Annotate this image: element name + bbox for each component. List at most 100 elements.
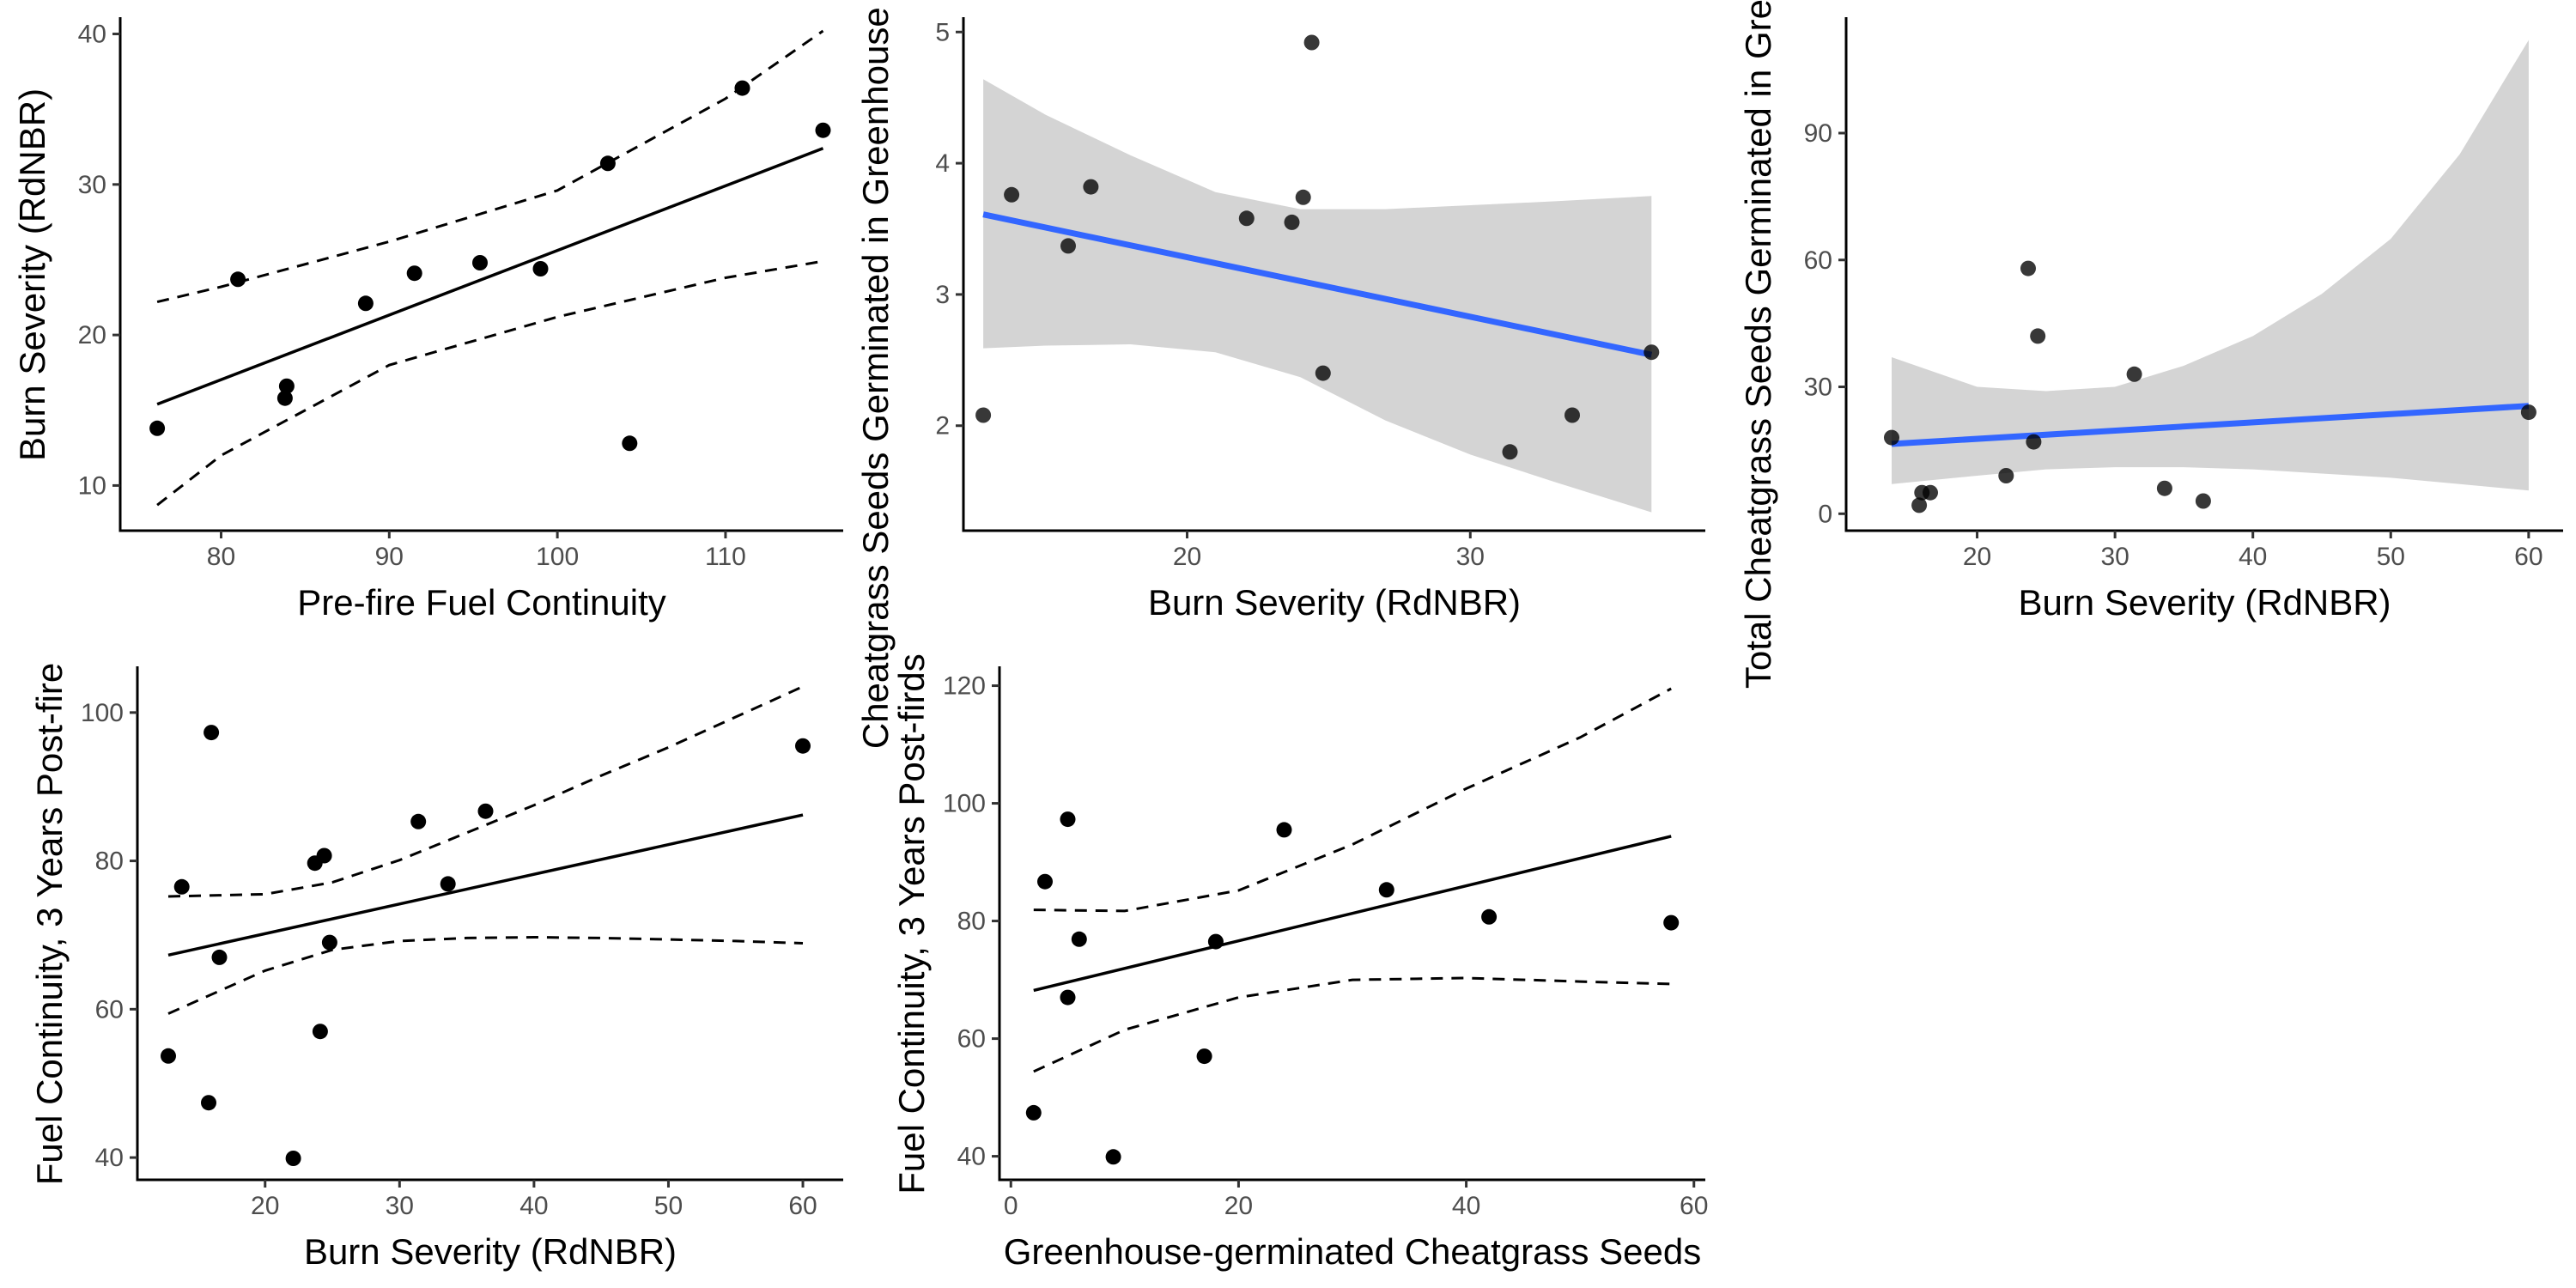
data-point bbox=[2026, 434, 2042, 450]
panel-5: 0 20 40 60 40 60 80 100 120 Greenhouse-germinated… bbox=[891, 653, 1708, 1272]
data-point bbox=[312, 1024, 328, 1040]
data-point bbox=[1105, 1149, 1121, 1165]
data-point bbox=[357, 295, 374, 312]
data-point bbox=[1998, 468, 2014, 483]
x-tick-label: 0 bbox=[1004, 1192, 1018, 1220]
data-point bbox=[201, 1095, 216, 1111]
data-point bbox=[2520, 404, 2537, 421]
y-tick-label: 60 bbox=[95, 995, 124, 1024]
data-point bbox=[975, 407, 992, 423]
regression-line bbox=[982, 211, 1653, 358]
x-tick-label: 100 bbox=[536, 543, 579, 571]
panel-4: 20 30 40 50 60 40 60 80 100 Burn Severity (RdNBR)… bbox=[29, 663, 843, 1272]
y-tick-label: 80 bbox=[957, 908, 986, 936]
data-point bbox=[1911, 497, 1928, 513]
data-point bbox=[204, 725, 220, 741]
data-point bbox=[149, 420, 166, 436]
data-point bbox=[1060, 238, 1076, 254]
panel-3: 20 30 40 50 60 0 30 60 90 Burn Severity (RdNBR) To… bbox=[1738, 0, 2563, 689]
x-tick-label: 60 bbox=[1680, 1192, 1708, 1220]
data-point bbox=[2126, 366, 2142, 382]
y-axis-title: Total Cheatgrass Seeds Germinated in Gre… bbox=[1738, 0, 1778, 689]
confidence-upper-line bbox=[167, 685, 804, 898]
x-tick-label: 40 bbox=[2239, 543, 2267, 571]
data-point bbox=[1663, 914, 1680, 931]
data-point bbox=[815, 122, 831, 138]
data-point bbox=[276, 390, 293, 406]
y-tick-label: 60 bbox=[957, 1025, 986, 1054]
x-tick-label: 20 bbox=[1224, 1192, 1253, 1220]
confidence-band bbox=[1892, 39, 2529, 491]
regression-line bbox=[156, 147, 824, 406]
confidence-lower-line bbox=[156, 259, 823, 507]
panel-1: 80 90 100 110 10 20 30 40 Pre-fire Fuel Continui… bbox=[12, 17, 843, 623]
data-point bbox=[406, 265, 422, 282]
x-tick-label: 30 bbox=[2100, 543, 2129, 571]
data-point bbox=[230, 271, 246, 288]
data-point bbox=[2195, 493, 2211, 509]
y-tick-label: 100 bbox=[943, 790, 986, 818]
y-tick-label: 120 bbox=[943, 672, 986, 701]
x-tick-label: 60 bbox=[2514, 543, 2543, 571]
data-point bbox=[1083, 179, 1099, 195]
x-tick-label: 80 bbox=[207, 543, 235, 571]
data-point bbox=[278, 378, 295, 394]
data-point bbox=[1564, 407, 1580, 423]
y-tick-label: 30 bbox=[78, 171, 106, 199]
x-axis-title: Greenhouse-germinated Cheatgrass Seeds bbox=[1004, 1231, 1701, 1272]
data-point bbox=[1502, 444, 1518, 460]
data-point bbox=[1884, 429, 1899, 446]
confidence-upper-line bbox=[156, 29, 824, 304]
data-point bbox=[1284, 214, 1300, 230]
y-axis-title: Burn Severity (RdNBR) bbox=[12, 88, 52, 461]
data-point bbox=[1060, 989, 1076, 1005]
x-tick-label: 60 bbox=[788, 1192, 817, 1220]
data-point bbox=[440, 876, 456, 892]
data-point bbox=[1025, 1104, 1042, 1121]
y-tick-label: 100 bbox=[81, 699, 124, 727]
data-point bbox=[2030, 328, 2046, 344]
y-axis-title: Cheatgrass Seeds Germinated in Greenhous… bbox=[855, 0, 896, 749]
data-point bbox=[410, 813, 427, 829]
y-tick-label: 0 bbox=[1818, 500, 1832, 528]
data-point bbox=[1207, 933, 1224, 950]
y-tick-label: 60 bbox=[1804, 246, 1832, 275]
data-point bbox=[1643, 344, 1660, 361]
confidence-band bbox=[983, 79, 1652, 513]
y-tick-label: 30 bbox=[1804, 374, 1832, 402]
data-point bbox=[734, 80, 750, 96]
y-tick-label: 5 bbox=[935, 18, 950, 46]
data-point bbox=[321, 934, 337, 951]
y-tick-label: 3 bbox=[935, 281, 950, 309]
data-point bbox=[2020, 260, 2036, 276]
data-point bbox=[211, 949, 228, 965]
data-point bbox=[1315, 365, 1331, 381]
data-point bbox=[622, 435, 638, 452]
x-axis-title: Burn Severity (RdNBR) bbox=[2018, 582, 2391, 623]
data-point bbox=[1060, 811, 1076, 828]
data-point bbox=[1481, 908, 1498, 925]
x-tick-label: 90 bbox=[375, 543, 404, 571]
x-tick-label: 50 bbox=[2377, 543, 2405, 571]
x-tick-label: 110 bbox=[705, 543, 746, 571]
regression-line bbox=[1891, 403, 2530, 447]
confidence-lower-line bbox=[167, 935, 804, 1015]
y-tick-label: 80 bbox=[95, 848, 124, 876]
regression-line bbox=[1033, 835, 1672, 993]
y-tick-label: 90 bbox=[1804, 119, 1832, 148]
panel-2: 20 30 2 3 4 5 Burn Severity (RdNBR) Cheatgrass … bbox=[855, 0, 1705, 749]
data-point bbox=[285, 1151, 301, 1166]
data-point bbox=[1004, 186, 1020, 203]
x-axis-title: Burn Severity (RdNBR) bbox=[1148, 582, 1521, 623]
x-tick-label: 20 bbox=[251, 1192, 279, 1220]
x-tick-label: 20 bbox=[1963, 543, 1991, 571]
data-point bbox=[161, 1048, 176, 1064]
data-point bbox=[1276, 822, 1292, 838]
data-point bbox=[1071, 931, 1087, 947]
x-tick-label: 40 bbox=[519, 1192, 548, 1220]
regression-line bbox=[167, 813, 804, 957]
confidence-lower-line bbox=[1033, 976, 1672, 1073]
x-tick-label: 50 bbox=[654, 1192, 683, 1220]
data-point bbox=[599, 155, 616, 172]
x-tick-label: 40 bbox=[1452, 1192, 1480, 1220]
